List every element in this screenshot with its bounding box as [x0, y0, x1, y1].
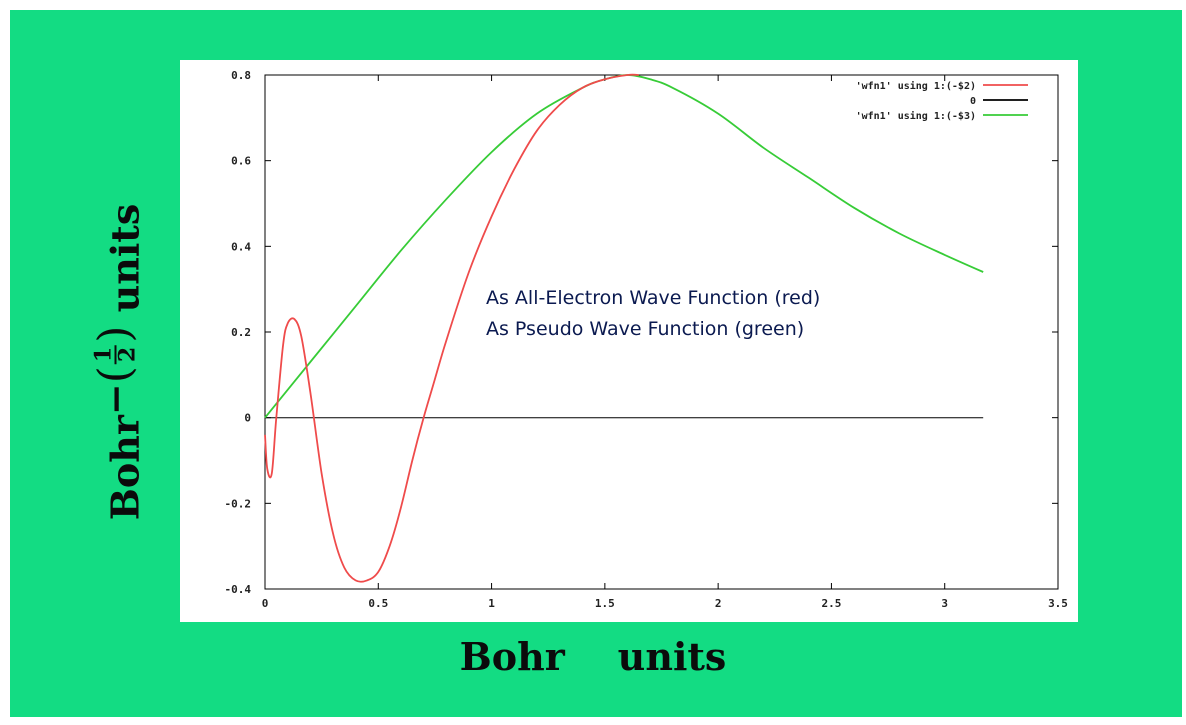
y-tick-label: 0.8 — [231, 69, 251, 82]
y-tick-label: -0.2 — [225, 497, 252, 510]
line-chart: 0 0.5 1 1.5 2 2.5 3 3.5 -0.4 -0.2 0 0.2 0.4 0.6 0.8 'wf… — [225, 69, 1068, 610]
ylabel-open-paren: ( — [89, 366, 141, 384]
legend-label: 'wfn1' using 1:(-$2) — [856, 80, 976, 92]
annotation-line-2: As Pseudo Wave Function (green) — [486, 318, 804, 340]
y-tick-label: 0 — [244, 412, 251, 425]
x-tick-label: 3 — [941, 597, 948, 610]
y-axis-label: Bohr − ( 1 2 ) units — [90, 203, 151, 521]
series-line-green — [264, 74, 984, 419]
y-tick-label: 0.6 — [231, 155, 251, 168]
x-axis-label: Bohr units — [459, 634, 727, 679]
y-tick-label: -0.4 — [225, 583, 252, 596]
ylabel-close-paren: ) — [89, 325, 141, 343]
x-tick-label: 0 — [262, 597, 269, 610]
ylabel-fraction-numerator: 1 — [90, 344, 116, 365]
ylabel-minus: − — [92, 383, 138, 416]
annotation-line-1: As All-Electron Wave Function (red) — [486, 287, 820, 309]
legend-label: 'wfn1' using 1:(-$3) — [856, 110, 976, 122]
ylabel-base: Bohr — [102, 415, 148, 521]
series-line-red — [264, 73, 639, 583]
legend-label: 0 — [970, 96, 976, 107]
x-tick-label: 2.5 — [821, 597, 841, 610]
x-tick-label: 1 — [488, 597, 495, 610]
y-tick-label: 0.2 — [231, 326, 251, 339]
x-tick-label: 0.5 — [368, 597, 388, 610]
ylabel-fraction-denominator: 2 — [114, 346, 140, 363]
ylabel-exponent: − ( 1 2 ) — [90, 326, 141, 416]
ylabel-units: units — [102, 203, 148, 326]
x-tick-label: 1.5 — [595, 597, 615, 610]
x-tick-label: 3.5 — [1048, 597, 1068, 610]
x-tick-label: 2 — [715, 597, 722, 610]
plot-card: 0 0.5 1 1.5 2 2.5 3 3.5 -0.4 -0.2 0 0.2 0.4 0.6 0.8 'wf… — [180, 60, 1078, 622]
y-tick-label: 0.4 — [231, 240, 251, 253]
ylabel-fraction: 1 2 — [90, 344, 140, 365]
